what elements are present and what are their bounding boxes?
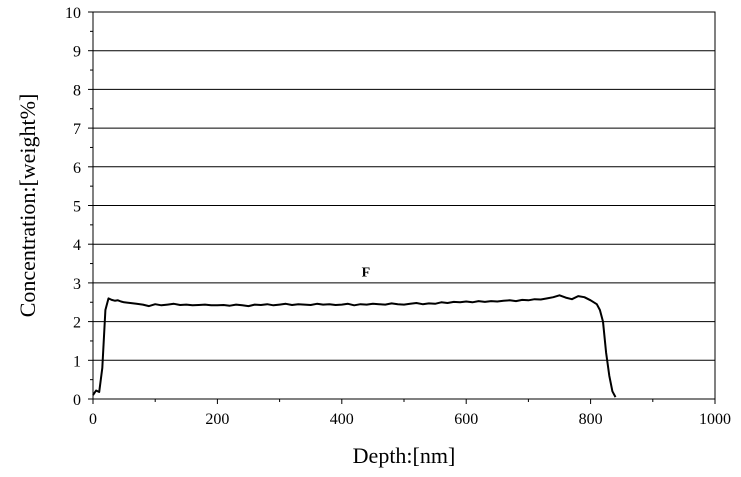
plot-frame — [92, 11, 716, 400]
y-tick-label: 3 — [73, 276, 81, 293]
y-tick-label: 10 — [65, 5, 81, 22]
y-tick-label: 2 — [73, 315, 81, 332]
y-tick-label: 9 — [73, 44, 81, 61]
x-tick-label: 0 — [89, 411, 97, 428]
y-axis-title: Concentration:[weight%] — [15, 94, 40, 318]
y-tick-label: 1 — [73, 353, 81, 370]
y-tick-label: 5 — [73, 199, 81, 216]
tick-labels: 0 1 2 3 4 5 6 7 8 9 10 0 200 400 600 800 1000 — [65, 5, 731, 428]
series-layer — [92, 294, 617, 398]
x-tick-label: 1000 — [699, 411, 731, 428]
axis-ticks — [88, 11, 716, 404]
x-tick-label: 600 — [454, 411, 478, 428]
x-axis-title: Depth:[nm] — [353, 443, 456, 468]
x-tick-label: 200 — [205, 411, 229, 428]
annotations: F — [362, 265, 371, 280]
y-tick-label: 7 — [73, 121, 81, 138]
x-tick-label: 400 — [330, 411, 354, 428]
y-tick-label: 8 — [73, 82, 81, 99]
x-tick-label: 800 — [579, 411, 603, 428]
gridlines — [93, 50, 715, 361]
series-line-F — [92, 294, 617, 398]
y-tick-label: 4 — [73, 237, 81, 254]
y-tick-label: 6 — [73, 160, 81, 177]
y-tick-label: 0 — [73, 392, 81, 409]
annotation-F: F — [362, 265, 371, 280]
